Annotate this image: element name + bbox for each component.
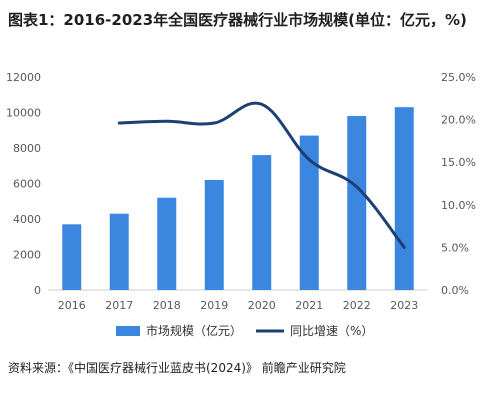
x-tick-label: 2020 [248, 299, 276, 312]
legend-bar-label: 市场规模（亿元） [146, 323, 242, 338]
bar [394, 107, 414, 290]
right-tick-label: 10.0% [441, 199, 476, 212]
x-tick-label: 2018 [153, 299, 181, 312]
bar [347, 116, 367, 290]
x-tick-label: 2022 [343, 299, 371, 312]
left-tick-label: 4000 [13, 213, 41, 226]
bar [62, 224, 82, 290]
left-tick-label: 0 [34, 284, 41, 297]
right-tick-label: 25.0% [441, 71, 476, 84]
x-tick-label: 2021 [295, 299, 323, 312]
right-tick-label: 5.0% [441, 241, 469, 254]
legend-bar-swatch [116, 326, 140, 336]
bar [299, 135, 319, 290]
right-tick-label: 0.0% [441, 284, 469, 297]
left-tick-label: 12000 [6, 71, 41, 84]
chart-title: 图表1：2016-2023年全国医疗器械行业市场规模(单位：亿元，%) [8, 11, 467, 29]
left-tick-label: 2000 [13, 249, 41, 262]
left-tick-label: 10000 [6, 107, 41, 120]
left-tick-label: 8000 [13, 142, 41, 155]
right-tick-label: 20.0% [441, 114, 476, 127]
x-tick-label: 2019 [200, 299, 228, 312]
bar [204, 179, 224, 290]
source-note: 资料来源：《中国医疗器械行业蓝皮书(2024)》 前瞻产业研究院 [8, 361, 346, 375]
x-tick-label: 2016 [58, 299, 86, 312]
legend-line-label: 同比增速（%） [290, 324, 373, 338]
bar [252, 155, 272, 290]
right-tick-label: 15.0% [441, 156, 476, 169]
x-tick-label: 2023 [390, 299, 418, 312]
bar [157, 197, 177, 290]
left-tick-label: 6000 [13, 178, 41, 191]
bar [109, 213, 129, 290]
x-tick-label: 2017 [105, 299, 133, 312]
